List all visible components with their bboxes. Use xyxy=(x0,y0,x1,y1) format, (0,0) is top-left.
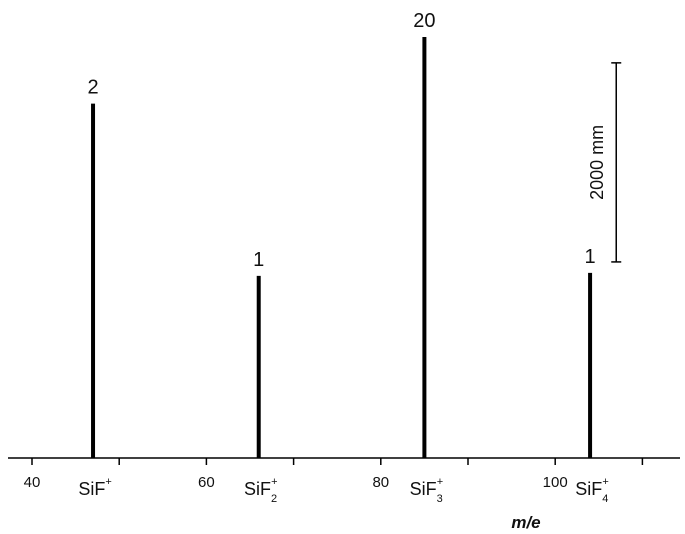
ion-superscript: + xyxy=(271,476,277,488)
peak-ion-label: SiF2 + xyxy=(244,476,278,505)
ion-base: SiF xyxy=(244,479,271,499)
x-axis-label: m/e xyxy=(511,513,540,532)
peak-ion-label: SiF3 + xyxy=(410,476,444,505)
ion-base: SiF xyxy=(575,479,602,499)
peak-multiplier-labels: 2 1 20 1 xyxy=(87,10,595,271)
x-tick-label: 60 xyxy=(198,474,215,491)
ion-superscript: + xyxy=(602,476,608,488)
ion-superscript: + xyxy=(437,476,443,488)
x-tick-label: 100 xyxy=(543,474,568,491)
peak-ion-label: SiF4 + xyxy=(575,476,609,505)
x-tick-label: 80 xyxy=(372,474,389,491)
peak-ion-labels: SiF+ SiF2+ SiF3+ SiF4+ xyxy=(78,476,609,505)
ion-superscript: + xyxy=(105,476,111,488)
x-axis-ticks xyxy=(31,458,644,465)
scale-bar: 2000 mm xyxy=(587,62,622,263)
ion-subscript: 2 xyxy=(271,493,277,505)
peak-bars xyxy=(91,36,593,458)
peak-multiplier: 20 xyxy=(413,10,435,32)
peak-multiplier: 2 xyxy=(87,77,98,99)
x-tick-label: 40 xyxy=(24,474,41,491)
ion-base: SiF xyxy=(78,479,105,499)
x-axis-tick-labels: 40 60 80 100 xyxy=(24,474,568,491)
peak-ion-label: SiF+ xyxy=(78,476,111,499)
scale-bar-label: 2000 mm xyxy=(587,125,607,200)
peak-multiplier: 1 xyxy=(585,246,596,268)
ion-base: SiF xyxy=(410,479,437,499)
ion-subscript: 3 xyxy=(437,493,443,505)
peak-multiplier: 1 xyxy=(253,249,264,271)
ion-subscript: 4 xyxy=(602,493,608,505)
